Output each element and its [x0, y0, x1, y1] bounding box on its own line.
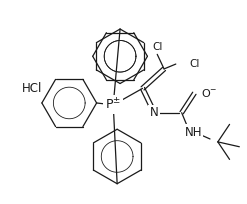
- Text: Cl: Cl: [152, 42, 163, 52]
- Text: P$^{\pm}$: P$^{\pm}$: [105, 97, 121, 113]
- Text: HCl: HCl: [22, 82, 43, 95]
- Text: N: N: [150, 106, 159, 119]
- Text: Cl: Cl: [189, 59, 200, 69]
- Text: NH: NH: [185, 126, 202, 139]
- Text: O$^{-}$: O$^{-}$: [201, 87, 218, 99]
